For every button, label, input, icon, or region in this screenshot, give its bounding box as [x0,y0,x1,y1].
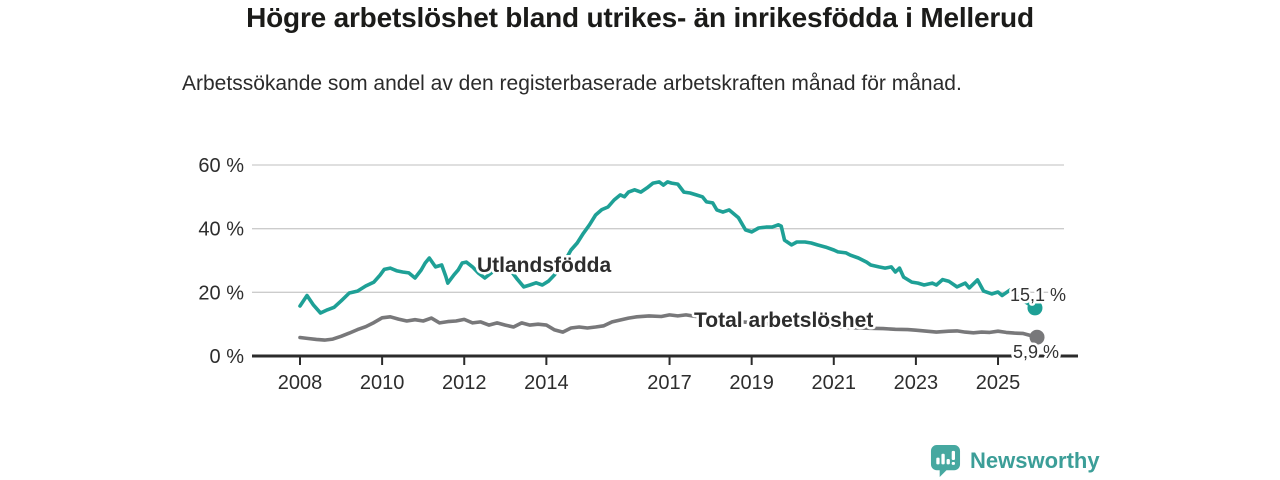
bar-chart-speech-bubble-icon [930,445,961,477]
newsworthy-logo-text: Newsworthy [970,447,1100,473]
series-line-utlandsf-dda [298,180,1037,315]
x-tick-label-2014: 2014 [524,372,569,394]
x-tick-label-2010: 2010 [360,372,405,394]
series-line-total-arbetsl-shet [298,313,1039,342]
x-tick-label-2023: 2023 [894,372,939,394]
y-tick-label-60: 60 % [198,155,244,177]
series-end-dot-total-arbetsl-shet [1029,329,1045,345]
newsworthy-logo: Newsworthy [930,444,1100,477]
x-tick-label-2008: 2008 [278,372,323,394]
x-tick-label-2017: 2017 [647,372,692,394]
end-value-label-total-arbetsl-shet: 5,9 % [1013,342,1059,362]
x-tick-label-2021: 2021 [812,372,857,394]
series-end-dot-utlandsf-dda [1027,300,1043,316]
end-value-label-utlandsf-dda: 15,1 % [1010,285,1066,305]
y-tick-label-0: 0 % [210,346,245,368]
series-label-utlandsf-dda: Utlandsfödda [477,254,611,277]
series-label-total-arbetsl-shet: Total arbetslöshet [694,309,873,332]
y-tick-label-20: 20 % [198,282,244,304]
y-tick-label-40: 40 % [198,219,244,241]
chart-title: Högre arbetslöshet bland utrikes- än inr… [246,2,1034,33]
x-tick-label-2019: 2019 [729,372,774,394]
chart-subtitle: Arbetssökande som andel av den registerb… [182,72,962,95]
x-tick-label-2012: 2012 [442,372,487,394]
x-tick-label-2025: 2025 [976,372,1021,394]
